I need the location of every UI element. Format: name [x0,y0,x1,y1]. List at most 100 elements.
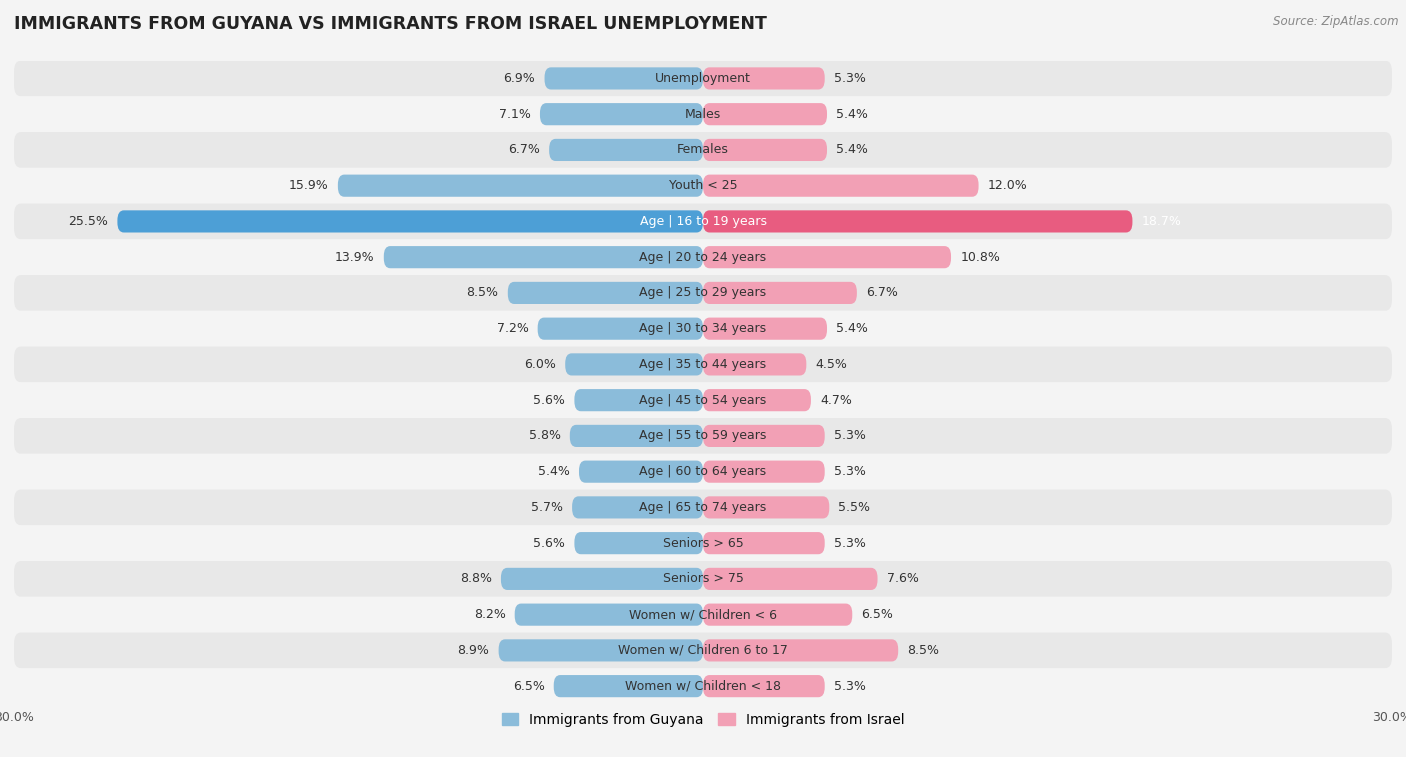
Text: 5.4%: 5.4% [837,322,868,335]
FancyBboxPatch shape [14,561,1392,597]
Text: Youth < 25: Youth < 25 [669,179,737,192]
Text: 5.3%: 5.3% [834,537,866,550]
FancyBboxPatch shape [703,425,825,447]
FancyBboxPatch shape [703,175,979,197]
FancyBboxPatch shape [499,640,703,662]
Text: Age | 55 to 59 years: Age | 55 to 59 years [640,429,766,442]
Text: Age | 45 to 54 years: Age | 45 to 54 years [640,394,766,407]
FancyBboxPatch shape [572,497,703,519]
FancyBboxPatch shape [703,103,827,125]
Legend: Immigrants from Guyana, Immigrants from Israel: Immigrants from Guyana, Immigrants from … [496,707,910,733]
Text: 5.3%: 5.3% [834,72,866,85]
FancyBboxPatch shape [703,497,830,519]
FancyBboxPatch shape [703,282,856,304]
FancyBboxPatch shape [14,525,1392,561]
Text: 5.6%: 5.6% [533,537,565,550]
FancyBboxPatch shape [544,67,703,89]
FancyBboxPatch shape [569,425,703,447]
FancyBboxPatch shape [14,418,1392,453]
FancyBboxPatch shape [575,389,703,411]
FancyBboxPatch shape [14,275,1392,311]
Text: 6.7%: 6.7% [508,143,540,157]
FancyBboxPatch shape [14,311,1392,347]
FancyBboxPatch shape [550,139,703,161]
FancyBboxPatch shape [579,460,703,483]
FancyBboxPatch shape [554,675,703,697]
Text: 5.3%: 5.3% [834,680,866,693]
Text: 13.9%: 13.9% [335,251,374,263]
FancyBboxPatch shape [703,460,825,483]
FancyBboxPatch shape [703,139,827,161]
Text: 4.7%: 4.7% [820,394,852,407]
FancyBboxPatch shape [14,382,1392,418]
Text: IMMIGRANTS FROM GUYANA VS IMMIGRANTS FROM ISRAEL UNEMPLOYMENT: IMMIGRANTS FROM GUYANA VS IMMIGRANTS FRO… [14,15,766,33]
Text: Seniors > 75: Seniors > 75 [662,572,744,585]
FancyBboxPatch shape [337,175,703,197]
Text: 6.5%: 6.5% [513,680,544,693]
FancyBboxPatch shape [14,96,1392,132]
FancyBboxPatch shape [703,603,852,626]
FancyBboxPatch shape [703,318,827,340]
Text: Females: Females [678,143,728,157]
Text: 8.5%: 8.5% [907,644,939,657]
Text: Seniors > 65: Seniors > 65 [662,537,744,550]
Text: 6.7%: 6.7% [866,286,898,300]
Text: Age | 65 to 74 years: Age | 65 to 74 years [640,501,766,514]
Text: Age | 25 to 29 years: Age | 25 to 29 years [640,286,766,300]
Text: 8.2%: 8.2% [474,608,506,621]
Text: Age | 30 to 34 years: Age | 30 to 34 years [640,322,766,335]
Text: 25.5%: 25.5% [69,215,108,228]
FancyBboxPatch shape [703,568,877,590]
FancyBboxPatch shape [703,389,811,411]
Text: 4.5%: 4.5% [815,358,848,371]
Text: 5.4%: 5.4% [837,107,868,120]
Text: Age | 35 to 44 years: Age | 35 to 44 years [640,358,766,371]
Text: Women w/ Children 6 to 17: Women w/ Children 6 to 17 [619,644,787,657]
FancyBboxPatch shape [14,239,1392,275]
FancyBboxPatch shape [515,603,703,626]
FancyBboxPatch shape [14,204,1392,239]
Text: Males: Males [685,107,721,120]
FancyBboxPatch shape [384,246,703,268]
FancyBboxPatch shape [703,354,807,375]
FancyBboxPatch shape [501,568,703,590]
Text: 5.3%: 5.3% [834,465,866,478]
Text: Women w/ Children < 6: Women w/ Children < 6 [628,608,778,621]
FancyBboxPatch shape [537,318,703,340]
FancyBboxPatch shape [14,633,1392,668]
Text: 7.2%: 7.2% [496,322,529,335]
FancyBboxPatch shape [703,675,825,697]
Text: 7.6%: 7.6% [887,572,918,585]
Text: 6.9%: 6.9% [503,72,536,85]
Text: Source: ZipAtlas.com: Source: ZipAtlas.com [1274,15,1399,28]
FancyBboxPatch shape [703,246,950,268]
Text: 15.9%: 15.9% [288,179,329,192]
Text: Age | 16 to 19 years: Age | 16 to 19 years [640,215,766,228]
FancyBboxPatch shape [14,490,1392,525]
Text: 18.7%: 18.7% [1142,215,1181,228]
FancyBboxPatch shape [14,597,1392,633]
Text: 5.4%: 5.4% [538,465,569,478]
Text: 10.8%: 10.8% [960,251,1000,263]
FancyBboxPatch shape [14,453,1392,490]
FancyBboxPatch shape [703,640,898,662]
Text: 8.5%: 8.5% [467,286,499,300]
FancyBboxPatch shape [14,347,1392,382]
Text: Age | 60 to 64 years: Age | 60 to 64 years [640,465,766,478]
Text: 5.5%: 5.5% [838,501,870,514]
FancyBboxPatch shape [703,532,825,554]
Text: Unemployment: Unemployment [655,72,751,85]
Text: 5.8%: 5.8% [529,429,561,442]
FancyBboxPatch shape [703,210,1132,232]
FancyBboxPatch shape [703,67,825,89]
FancyBboxPatch shape [14,668,1392,704]
Text: 8.8%: 8.8% [460,572,492,585]
FancyBboxPatch shape [14,61,1392,96]
Text: 6.0%: 6.0% [524,358,555,371]
Text: 5.3%: 5.3% [834,429,866,442]
FancyBboxPatch shape [14,168,1392,204]
Text: 6.5%: 6.5% [862,608,893,621]
Text: 5.7%: 5.7% [531,501,562,514]
FancyBboxPatch shape [508,282,703,304]
FancyBboxPatch shape [565,354,703,375]
